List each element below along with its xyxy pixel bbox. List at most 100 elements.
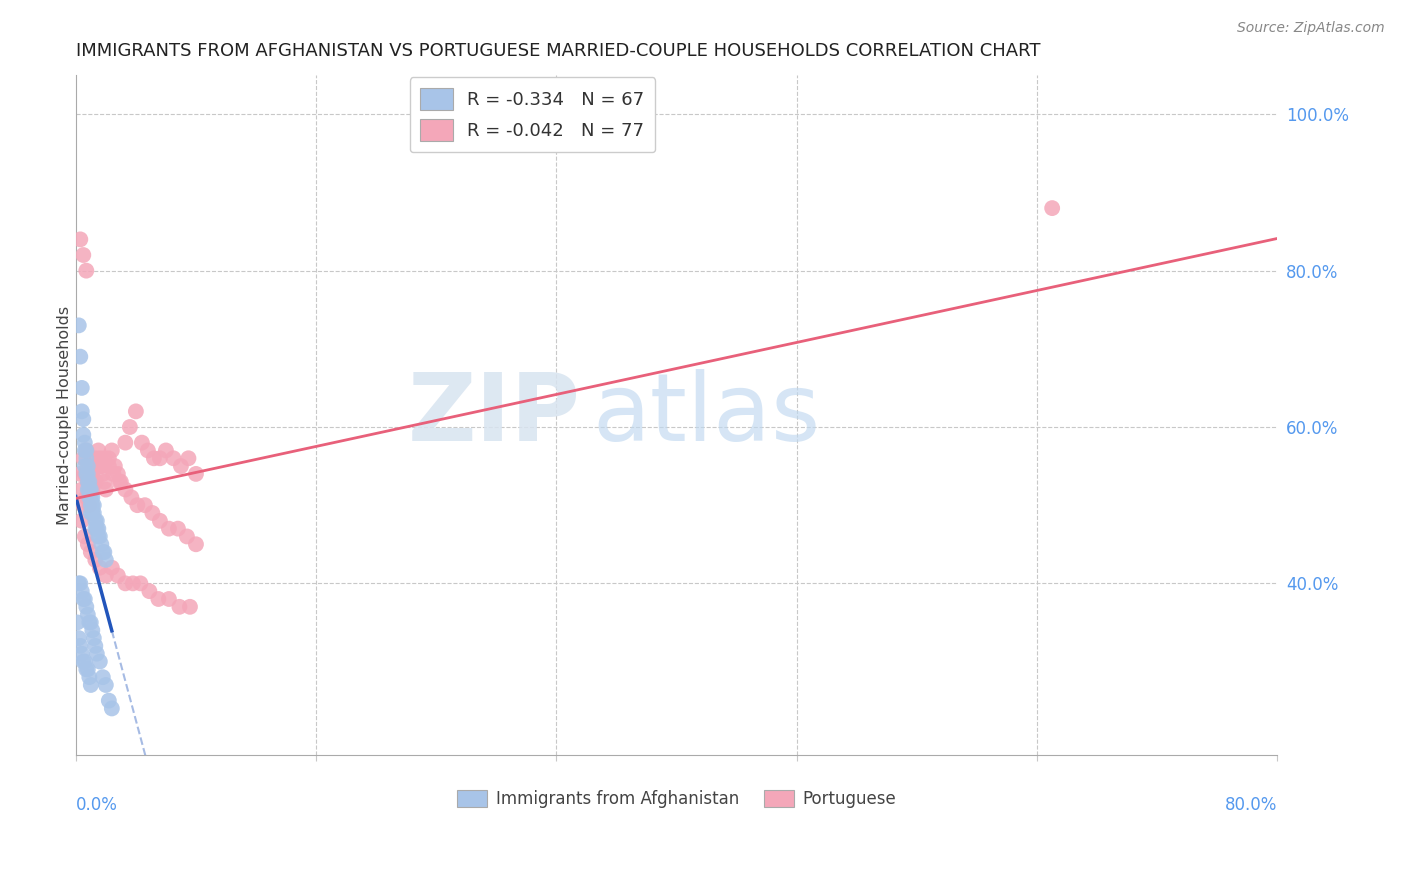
Point — [73, 443, 96, 458]
Point — [79, 459, 101, 474]
Point — [93, 475, 115, 489]
Point — [67, 318, 90, 333]
Point — [136, 443, 159, 458]
Point — [83, 498, 105, 512]
Point — [73, 592, 96, 607]
Point — [83, 506, 105, 520]
Point — [138, 584, 160, 599]
Point — [76, 475, 98, 489]
Point — [107, 568, 129, 582]
Point — [76, 467, 98, 481]
Point — [101, 701, 124, 715]
Point — [157, 592, 180, 607]
Point — [72, 248, 94, 262]
Point — [72, 451, 94, 466]
Point — [73, 529, 96, 543]
Point — [75, 491, 97, 505]
Point — [76, 607, 98, 622]
Point — [91, 545, 114, 559]
Point — [75, 443, 97, 458]
Point — [97, 693, 120, 707]
Point — [70, 584, 93, 599]
Point — [84, 475, 107, 489]
Point — [90, 537, 112, 551]
Point — [86, 514, 108, 528]
Point — [69, 232, 91, 246]
Point — [76, 662, 98, 676]
Point — [86, 647, 108, 661]
Point — [82, 624, 104, 638]
Point — [131, 435, 153, 450]
Point — [129, 576, 152, 591]
Point — [87, 443, 110, 458]
Point — [80, 506, 103, 520]
Point — [70, 404, 93, 418]
Point — [80, 615, 103, 630]
Text: 0.0%: 0.0% — [76, 797, 118, 814]
Point — [141, 506, 163, 520]
Point — [79, 615, 101, 630]
Point — [86, 459, 108, 474]
Point — [101, 443, 124, 458]
Point — [184, 467, 207, 481]
Point — [72, 592, 94, 607]
Point — [66, 615, 89, 630]
Point — [79, 475, 101, 489]
Point — [69, 467, 91, 481]
Point — [84, 553, 107, 567]
Point — [142, 451, 165, 466]
Y-axis label: Married-couple Households: Married-couple Households — [58, 306, 72, 524]
Point — [83, 631, 105, 645]
Point — [134, 498, 156, 512]
Point — [84, 451, 107, 466]
Point — [75, 451, 97, 466]
Point — [82, 483, 104, 497]
Point — [89, 451, 111, 466]
Point — [89, 459, 111, 474]
Point — [80, 483, 103, 497]
Point — [97, 451, 120, 466]
Point — [72, 498, 94, 512]
Point — [155, 443, 177, 458]
Point — [80, 545, 103, 559]
Point — [67, 576, 90, 591]
Point — [114, 435, 136, 450]
Text: Source: ZipAtlas.com: Source: ZipAtlas.com — [1237, 21, 1385, 35]
Point — [86, 522, 108, 536]
Point — [76, 537, 98, 551]
Point — [176, 529, 198, 543]
Point — [179, 599, 201, 614]
Point — [1040, 201, 1063, 215]
Point — [91, 670, 114, 684]
Point — [67, 631, 90, 645]
Point — [75, 662, 97, 676]
Point — [73, 435, 96, 450]
Point — [87, 529, 110, 543]
Point — [103, 467, 125, 481]
Point — [162, 451, 184, 466]
Point — [80, 678, 103, 692]
Point — [76, 475, 98, 489]
Point — [72, 412, 94, 426]
Point — [76, 483, 98, 497]
Point — [79, 483, 101, 497]
Point — [89, 560, 111, 574]
Point — [114, 483, 136, 497]
Point — [90, 459, 112, 474]
Point — [70, 483, 93, 497]
Point — [82, 491, 104, 505]
Point — [76, 459, 98, 474]
Point — [120, 491, 142, 505]
Point — [125, 404, 148, 418]
Point — [94, 568, 117, 582]
Point — [177, 451, 200, 466]
Point — [84, 522, 107, 536]
Point — [149, 514, 172, 528]
Point — [79, 670, 101, 684]
Point — [91, 467, 114, 481]
Point — [75, 599, 97, 614]
Text: atlas: atlas — [592, 369, 821, 461]
Point — [75, 443, 97, 458]
Point — [80, 498, 103, 512]
Point — [82, 506, 104, 520]
